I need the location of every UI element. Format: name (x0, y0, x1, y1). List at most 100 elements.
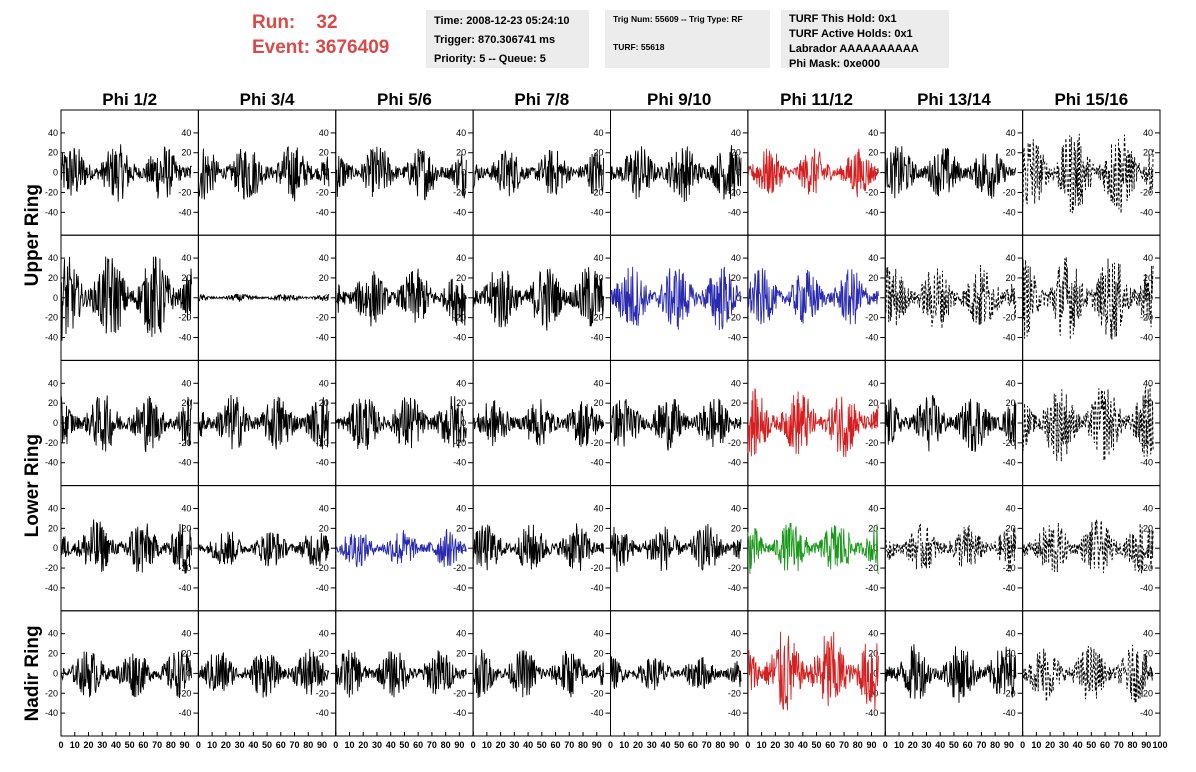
y-tick-label: 0 (53, 293, 58, 303)
time-info-box: Time: 2008-12-23 05:24:10 Trigger: 870.3… (426, 10, 589, 68)
x-tick-label: 10 (757, 740, 767, 750)
y-tick-label: 20 (1006, 148, 1016, 158)
x-tick-label: 10 (70, 740, 80, 750)
y-tick-label: 40 (1143, 128, 1153, 138)
y-tick-label: 20 (731, 398, 741, 408)
y-tick-label: -40 (1140, 583, 1153, 593)
y-tick-label: 40 (319, 253, 329, 263)
y-tick-label: -40 (178, 333, 191, 343)
y-tick-label: 20 (456, 649, 466, 659)
x-tick-label: 20 (770, 740, 780, 750)
y-tick-label: -40 (178, 207, 191, 217)
run-event-box: Run: 32 Event: 3676409 (252, 10, 417, 66)
y-tick-label: -40 (1140, 207, 1153, 217)
y-tick-label: 20 (731, 273, 741, 283)
x-tick-label: 60 (276, 740, 286, 750)
x-tick-label: 40 (111, 740, 121, 750)
waveform-trace (747, 522, 879, 575)
waveform-trace (610, 145, 742, 203)
y-tick-label: -20 (178, 438, 191, 448)
x-tick-label: 60 (1100, 740, 1110, 750)
x-tick-label: 50 (399, 740, 409, 750)
y-tick-label: -40 (316, 583, 329, 593)
y-tick-label: 0 (1148, 168, 1153, 178)
x-tick-label: 40 (386, 740, 396, 750)
y-tick-label: 0 (53, 418, 58, 428)
y-tick-label: -20 (865, 187, 878, 197)
y-tick-label: -20 (45, 688, 58, 698)
y-tick-label: 0 (873, 668, 878, 678)
y-tick-label: -20 (453, 438, 466, 448)
waveform-trace (610, 266, 742, 331)
y-tick-label: 40 (48, 503, 58, 513)
y-tick-label: -40 (1003, 708, 1016, 718)
x-tick-label: 20 (1045, 740, 1055, 750)
y-tick-label: -40 (316, 333, 329, 343)
y-tick-label: 40 (181, 128, 191, 138)
y-tick-label: 20 (731, 649, 741, 659)
y-tick-label: 40 (181, 378, 191, 388)
y-tick-label: -40 (865, 333, 878, 343)
y-tick-label: -40 (178, 458, 191, 468)
y-tick-label: 40 (181, 503, 191, 513)
waveform-trace (610, 523, 742, 573)
y-tick-label: -20 (178, 187, 191, 197)
turf-info-box: TURF This Hold: 0x1 TURF Active Holds: 0… (781, 10, 949, 70)
y-tick-label: 0 (53, 668, 58, 678)
waveform-trace (197, 293, 330, 302)
y-tick-label: -40 (178, 708, 191, 718)
x-tick-label: 70 (1114, 740, 1124, 750)
x-tick-label: 70 (290, 740, 300, 750)
y-tick-label: 20 (48, 649, 58, 659)
x-tick-label: 50 (1086, 740, 1096, 750)
y-tick-label: 20 (731, 523, 741, 533)
y-tick-label: 20 (456, 273, 466, 283)
y-tick-label: 40 (1143, 378, 1153, 388)
y-tick-label: -20 (45, 313, 58, 323)
y-tick-label: -40 (590, 458, 603, 468)
y-tick-label: 40 (181, 629, 191, 639)
x-tick-label: 40 (248, 740, 258, 750)
x-tick-label: 80 (166, 740, 176, 750)
y-tick-label: 40 (48, 253, 58, 263)
x-tick-label: 60 (963, 740, 973, 750)
x-tick-label: 50 (262, 740, 272, 750)
y-tick-label: 20 (868, 523, 878, 533)
waveform-trace (884, 523, 1017, 572)
y-tick-label: -40 (728, 458, 741, 468)
y-tick-label: 20 (48, 273, 58, 283)
y-tick-label: -20 (316, 313, 329, 323)
x-tick-label: 20 (83, 740, 93, 750)
waveform-trace (747, 631, 879, 711)
y-tick-label: -20 (728, 313, 741, 323)
y-tick-label: -20 (590, 438, 603, 448)
y-tick-label: -20 (1003, 438, 1016, 448)
y-tick-label: 40 (319, 378, 329, 388)
y-tick-label: 40 (319, 128, 329, 138)
y-tick-label: 20 (1143, 649, 1153, 659)
y-tick-label: 20 (319, 273, 329, 283)
x-tick-label: 50 (812, 740, 822, 750)
column-header: Phi 15/16 (1054, 90, 1128, 109)
y-tick-label: -20 (728, 438, 741, 448)
x-tick-label: 30 (1059, 740, 1069, 750)
run-label: Run: (252, 12, 296, 33)
x-tick-label: 90 (1004, 740, 1014, 750)
x-tick-label: 80 (990, 740, 1000, 750)
y-tick-label: 20 (48, 523, 58, 533)
y-tick-label: 0 (1011, 668, 1016, 678)
y-tick-label: -20 (865, 563, 878, 573)
row-group-label: Upper Ring (22, 184, 43, 286)
x-tick-label: 0 (883, 740, 888, 750)
column-header: Phi 1/2 (102, 90, 157, 109)
x-tick-label: 0 (471, 740, 476, 750)
y-tick-label: -40 (316, 458, 329, 468)
y-tick-label: 20 (868, 398, 878, 408)
phi-mask-text: Phi Mask: 0xe000 (789, 58, 881, 70)
waveform-trace (1022, 518, 1154, 574)
